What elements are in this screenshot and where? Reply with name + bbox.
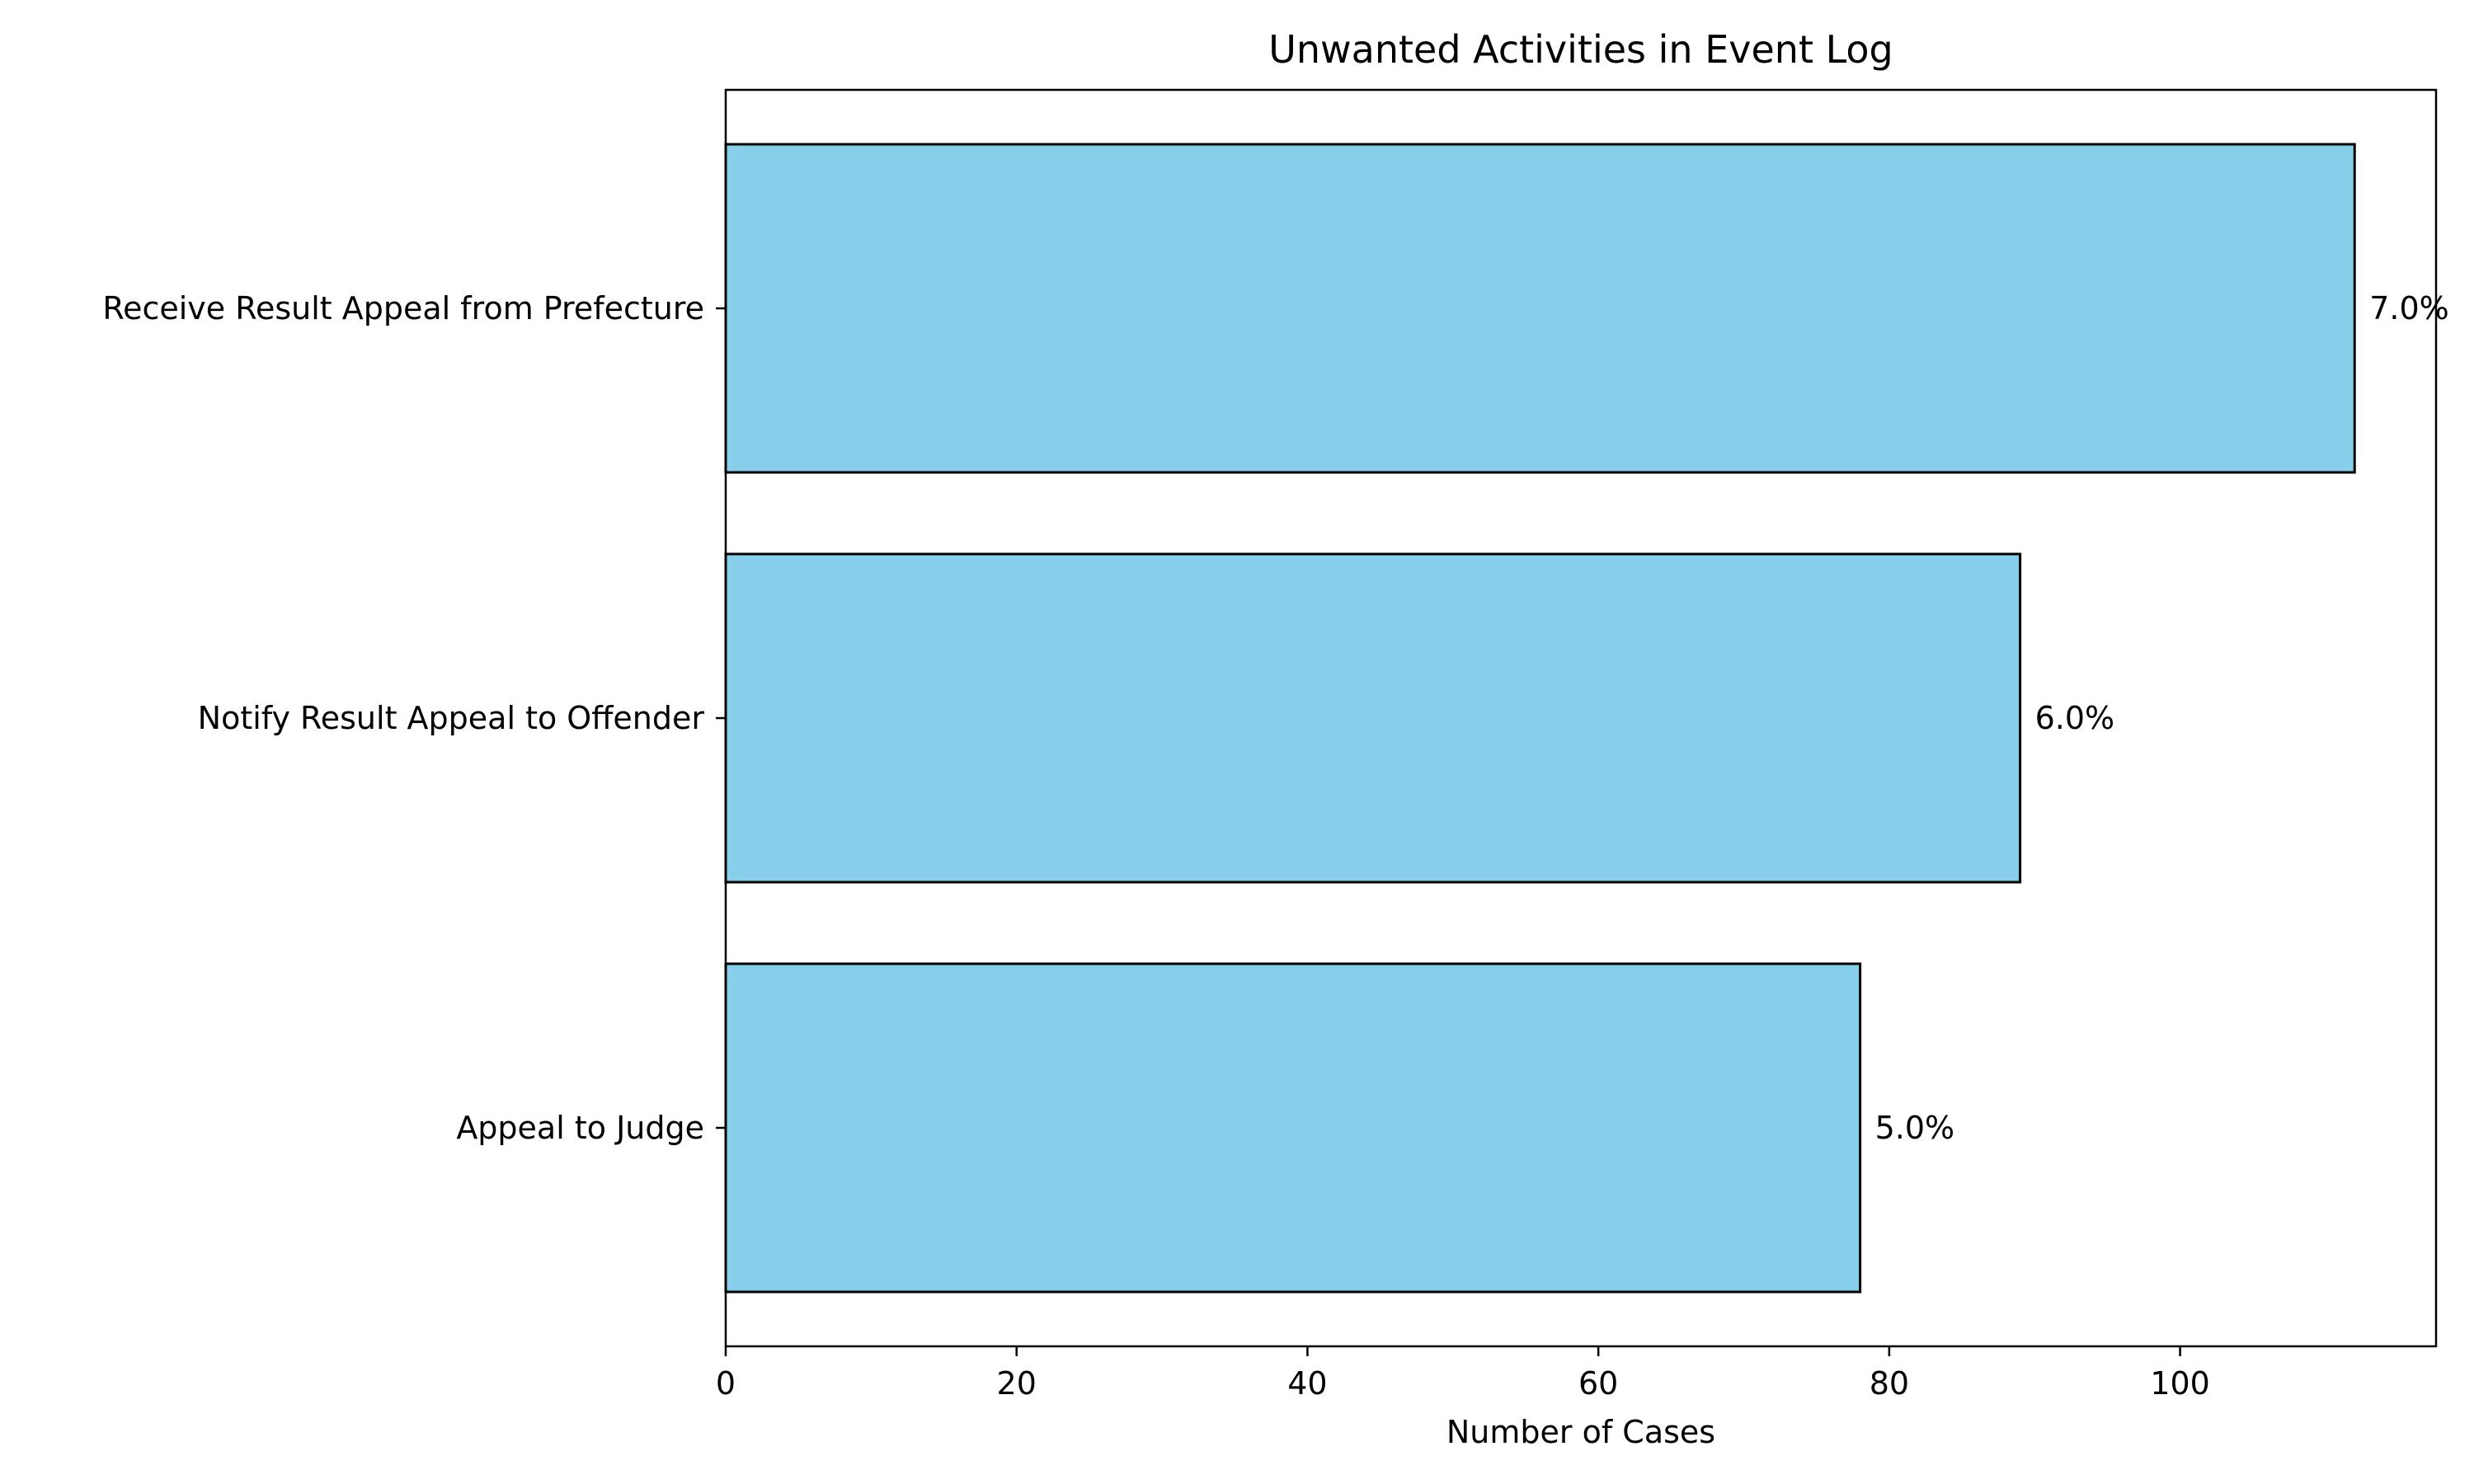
bar-3 — [724, 962, 1862, 1294]
y-axis: Receive Result Appeal from Prefecture Not… — [102, 290, 726, 1146]
x-axis: 0 20 40 60 80 100 — [716, 1346, 2210, 1402]
plot-frame — [724, 88, 2438, 1348]
bar-1 — [724, 143, 2356, 474]
x-tick-label: 80 — [1870, 1365, 1909, 1402]
y-tick-label: Appeal to Judge — [456, 1110, 704, 1146]
x-axis-label: Number of Cases — [1446, 1414, 1715, 1450]
chart-title: Unwanted Activities in Event Log — [1268, 27, 1893, 72]
x-tick-label: 60 — [1578, 1365, 1618, 1402]
x-tick-label: 0 — [716, 1365, 736, 1402]
bar-value-label: 6.0% — [2035, 700, 2115, 736]
bars-layer — [724, 143, 2356, 1294]
x-tick-label: 100 — [2150, 1365, 2210, 1402]
bar-2 — [724, 552, 2022, 884]
x-tick-label: 20 — [997, 1365, 1037, 1402]
x-tick-label: 40 — [1287, 1365, 1327, 1402]
y-tick-label: Notify Result Appeal to Offender — [198, 700, 705, 736]
y-tick-label: Receive Result Appeal from Prefecture — [102, 290, 704, 326]
bar-value-label: 7.0% — [2369, 290, 2449, 326]
bar-value-label: 5.0% — [1875, 1110, 1955, 1146]
